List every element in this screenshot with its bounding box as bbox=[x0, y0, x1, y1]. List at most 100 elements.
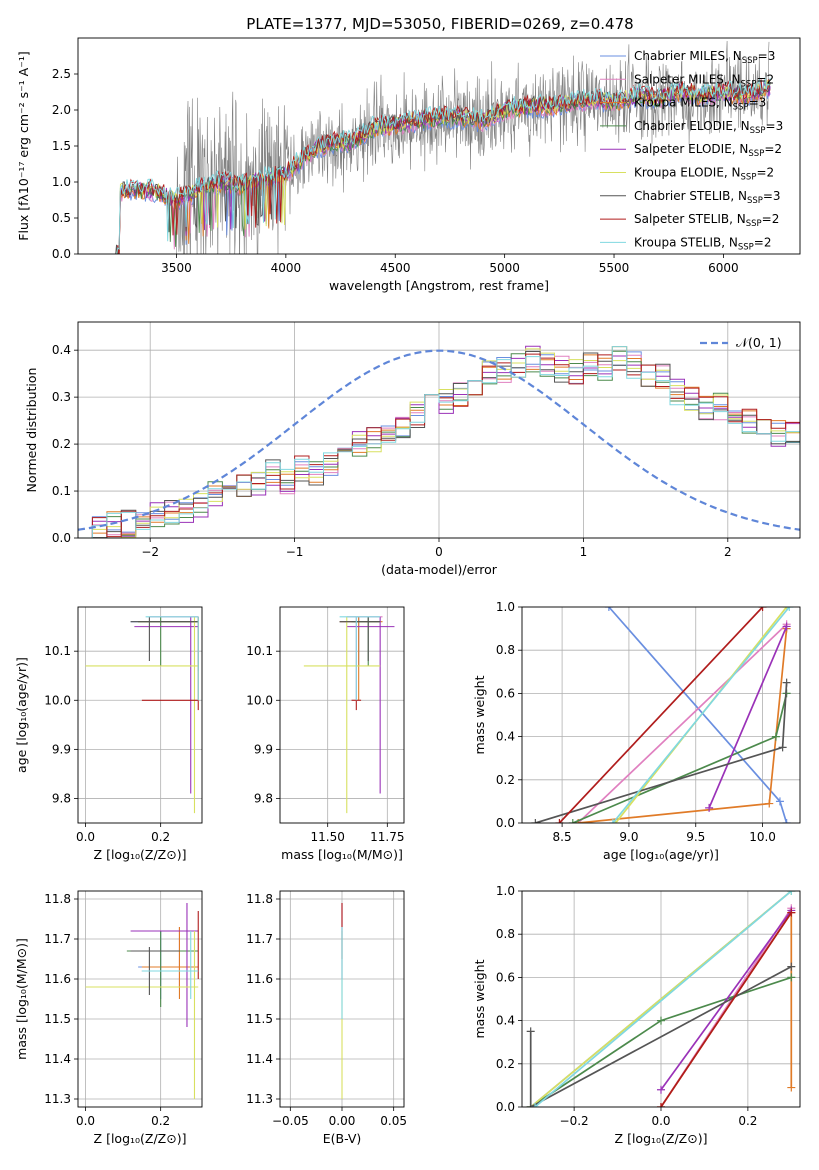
weight-series-4 bbox=[708, 626, 788, 809]
legend-entry: Salpeter STELIB, NSSP=2 bbox=[634, 212, 779, 229]
weight-marker bbox=[785, 607, 794, 611]
weight-marker bbox=[657, 1016, 665, 1025]
histogram-series-0 bbox=[78, 351, 800, 538]
weight-series-8 bbox=[612, 607, 790, 823]
y-tick-label: 11.6 bbox=[44, 972, 71, 986]
weight-marker bbox=[758, 607, 767, 611]
x-axis-label: E(B-V) bbox=[323, 1131, 362, 1146]
weight-series-4 bbox=[660, 909, 792, 1091]
spectrum-panel: 3500 4000 4500 5000 5500 6000 0.0 0.5 1.0 1.5 2.0 2… bbox=[16, 37, 801, 293]
plot-area bbox=[85, 616, 199, 814]
x-tick-label: −0.05 bbox=[272, 1114, 309, 1128]
weight-marker bbox=[526, 1103, 535, 1107]
legend-entry: Kroupa MILES, NSSP=3 bbox=[634, 96, 766, 113]
plot-area bbox=[78, 345, 800, 538]
histogram-series-7 bbox=[78, 353, 800, 538]
y-tick-label: 10.1 bbox=[246, 644, 273, 658]
y-tick-label: 11.3 bbox=[246, 1092, 273, 1106]
weight-marker bbox=[555, 819, 564, 823]
y-tick-label: 11.8 bbox=[44, 892, 71, 906]
weight-marker bbox=[775, 797, 784, 806]
z-mass-panel: 0.0 0.2 11.3 11.4 11.5 11.6 11.7 11.8 Z [log₁₀(Z… bbox=[14, 890, 203, 1146]
y-tick-label: 10.0 bbox=[44, 693, 71, 707]
axes-frame bbox=[77, 37, 801, 255]
y-tick-label: 11.3 bbox=[44, 1092, 71, 1106]
x-axis-label: mass [log₁₀(M/M⊙)] bbox=[281, 847, 403, 862]
x-tick-label: 0.2 bbox=[151, 830, 170, 844]
weight-series-7 bbox=[558, 607, 764, 823]
legend-tail: =2 bbox=[762, 212, 780, 226]
legend-label: Kroupa MILES, N bbox=[634, 96, 733, 110]
legend-label: Chabrier ELODIE, N bbox=[634, 119, 750, 133]
y-tick-label: 1.0 bbox=[52, 175, 71, 189]
y-tick-label: 0.6 bbox=[496, 970, 515, 984]
x-tick-label: 10.0 bbox=[749, 830, 776, 844]
y-tick-label: 2.5 bbox=[52, 67, 71, 81]
plot-area bbox=[531, 607, 794, 823]
plot-area bbox=[85, 903, 199, 1099]
legend-tail: =2 bbox=[764, 142, 782, 156]
legend-subscript: SSP bbox=[733, 103, 749, 113]
legend-entry: Kroupa STELIB, NSSP=2 bbox=[634, 235, 772, 252]
x-tick-label: 5500 bbox=[599, 261, 630, 275]
y-tick-label: 0.4 bbox=[496, 730, 515, 744]
legend-tail: =3 bbox=[763, 189, 781, 203]
weight-marker bbox=[531, 819, 540, 823]
axes-frame bbox=[77, 606, 203, 824]
histogram-series-6 bbox=[78, 351, 800, 538]
legend-tail: =3 bbox=[749, 96, 767, 110]
plot-area bbox=[115, 40, 771, 254]
legend-entry: Chabrier STELIB, NSSP=3 bbox=[634, 189, 781, 206]
legend-label: Salpeter ELODIE, N bbox=[634, 142, 748, 156]
y-tick-label: 0.0 bbox=[496, 816, 515, 830]
legend-subscript: SSP bbox=[746, 219, 762, 229]
weight-marker bbox=[657, 1085, 665, 1094]
y-tick-label: 0.6 bbox=[496, 686, 515, 700]
y-tick-label: 2.0 bbox=[52, 103, 71, 117]
x-tick-label: 1 bbox=[580, 545, 588, 559]
legend-entry: Chabrier ELODIE, NSSP=3 bbox=[634, 119, 783, 136]
y-tick-label: 0.1 bbox=[52, 484, 71, 498]
x-tick-label: −1 bbox=[286, 545, 304, 559]
y-tick-label: 0.4 bbox=[496, 1014, 515, 1028]
weight-marker bbox=[787, 1083, 796, 1092]
legend-entry: Chabrier MILES, NSSP=3 bbox=[634, 49, 775, 66]
histogram-series-3 bbox=[78, 350, 800, 538]
x-tick-label: −0.2 bbox=[560, 1114, 589, 1128]
y-tick-label: 9.8 bbox=[52, 791, 71, 805]
x-tick-label: 4500 bbox=[380, 261, 411, 275]
figure-title: PLATE=1377, MJD=53050, FIBERID=0269, z=0… bbox=[246, 15, 633, 33]
model-spectrum-8 bbox=[116, 77, 771, 254]
y-tick-label: 9.9 bbox=[52, 742, 71, 756]
x-tick-label: 0.2 bbox=[151, 1114, 170, 1128]
axes-frame bbox=[521, 890, 801, 1108]
legend-tail: =2 bbox=[756, 72, 774, 86]
z-age-panel: 0.0 0.2 9.8 9.9 10.0 10.1 Z [log₁₀(Z/Z⊙)] age [… bbox=[14, 606, 203, 862]
y-tick-label: 1.0 bbox=[496, 884, 515, 898]
weight-marker bbox=[782, 678, 791, 687]
legend-subscript: SSP bbox=[741, 79, 757, 89]
x-tick-label: 9.5 bbox=[686, 830, 705, 844]
weight-series-6 bbox=[535, 682, 788, 823]
x-tick-label: −2 bbox=[141, 545, 159, 559]
plot-area bbox=[303, 616, 395, 814]
x-tick-label: 8.5 bbox=[553, 830, 572, 844]
legend-tail: =2 bbox=[754, 235, 772, 249]
weight-marker bbox=[782, 622, 791, 631]
x-axis-label: age [log₁₀(age/yr)] bbox=[603, 847, 719, 862]
axes-frame bbox=[77, 321, 801, 539]
x-tick-label: 11.50 bbox=[311, 830, 345, 844]
y-tick-label: 0.5 bbox=[52, 211, 71, 225]
y-tick-label: 11.7 bbox=[44, 932, 71, 946]
axes-frame bbox=[77, 890, 203, 1108]
weight-marker bbox=[657, 1103, 665, 1107]
x-tick-label: 6000 bbox=[708, 261, 739, 275]
legend-label: Chabrier STELIB, N bbox=[634, 189, 747, 203]
weight-series-8 bbox=[534, 891, 792, 1107]
weight-marker bbox=[608, 819, 617, 823]
axes-frame bbox=[279, 890, 405, 1108]
x-tick-label: 5000 bbox=[489, 261, 520, 275]
weight-series-1 bbox=[577, 623, 788, 823]
weight-marker bbox=[787, 891, 796, 895]
observed-spectrum bbox=[176, 40, 770, 254]
